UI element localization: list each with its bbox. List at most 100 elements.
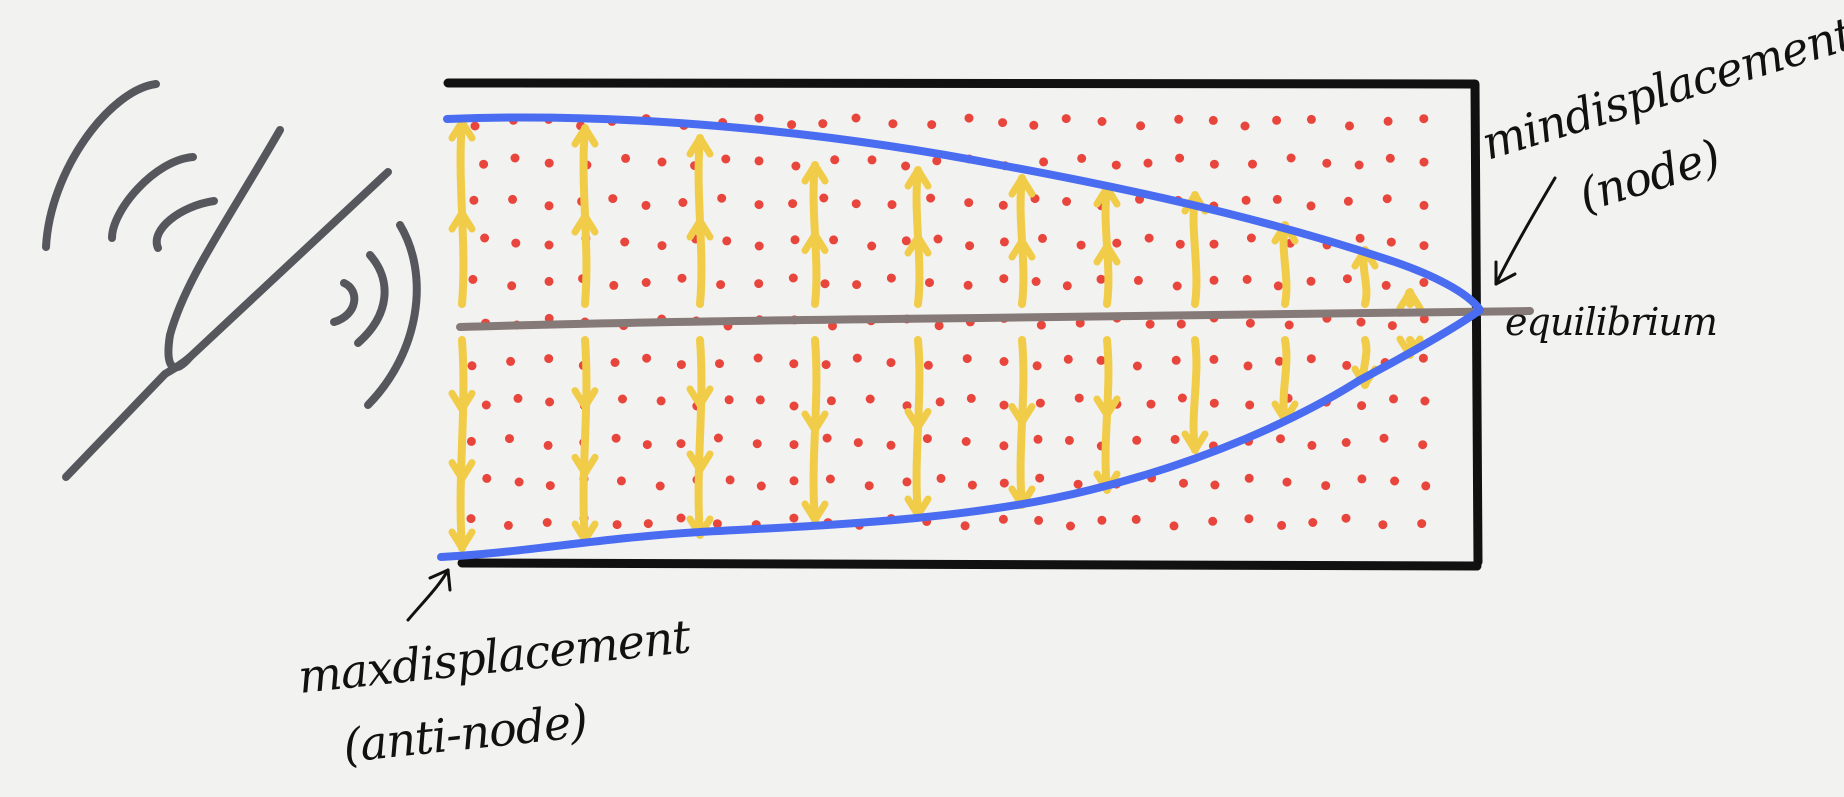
particle-dot bbox=[466, 436, 476, 446]
particle-dot bbox=[722, 236, 732, 246]
particle-dot bbox=[1418, 353, 1428, 363]
particle-dot bbox=[754, 113, 764, 123]
particle-dot bbox=[657, 157, 667, 167]
particle-dot bbox=[1133, 275, 1143, 285]
particle-dot bbox=[468, 274, 478, 284]
particle-dot bbox=[1385, 153, 1395, 163]
equilibrium-label: equilibrium bbox=[1505, 300, 1717, 344]
particle-dot bbox=[886, 440, 896, 450]
particle-dot bbox=[1073, 479, 1083, 489]
particle-dot bbox=[789, 513, 799, 523]
particle-dot bbox=[676, 439, 686, 449]
particle-dot bbox=[717, 193, 727, 203]
displacement-arrow bbox=[1093, 336, 1121, 494]
particle-dot bbox=[676, 360, 686, 370]
particle-dot bbox=[1097, 117, 1107, 126]
displacement-arrow bbox=[1008, 174, 1036, 308]
particle-dot bbox=[677, 273, 687, 283]
particle-dot bbox=[789, 359, 799, 369]
particle-dot bbox=[1277, 520, 1287, 530]
particle-dot bbox=[513, 393, 523, 403]
displacement-arrow bbox=[1271, 336, 1299, 424]
displacement-arrow bbox=[571, 124, 599, 308]
particle-dot bbox=[1097, 515, 1107, 525]
particle-dot bbox=[901, 236, 911, 246]
particle-dot bbox=[676, 513, 686, 523]
tuning-fork-icon bbox=[42, 80, 392, 481]
particle-dot bbox=[1063, 354, 1073, 364]
particle-dot bbox=[756, 481, 766, 491]
particle-dot bbox=[1378, 520, 1388, 530]
particle-dot bbox=[1174, 114, 1184, 124]
particle-dot bbox=[642, 353, 652, 363]
particle-dot bbox=[511, 238, 521, 248]
particle-dot bbox=[1386, 237, 1396, 247]
particle-dot bbox=[655, 481, 665, 491]
particle-dot bbox=[826, 396, 836, 406]
particle-dot bbox=[821, 360, 831, 370]
particle-dot bbox=[1208, 115, 1218, 125]
particle-dot bbox=[1341, 438, 1351, 447]
particle-dot bbox=[960, 521, 970, 531]
particle-dot bbox=[1241, 195, 1251, 205]
particle-dot bbox=[1322, 158, 1332, 168]
displacement-arrow bbox=[448, 118, 476, 308]
particle-dot bbox=[754, 200, 764, 210]
particle-dot bbox=[926, 193, 936, 203]
particle-dot bbox=[999, 400, 1009, 410]
node-annotation: mindisplacement (node) bbox=[1475, 6, 1844, 286]
particle-dot bbox=[609, 280, 619, 290]
particle-dot bbox=[964, 113, 974, 123]
particle-dot bbox=[923, 360, 933, 370]
particle-dot bbox=[1272, 115, 1282, 125]
particle-dot bbox=[542, 518, 552, 527]
particle-dot bbox=[715, 359, 724, 369]
particle-dot bbox=[1061, 114, 1071, 124]
particle-dot bbox=[510, 153, 520, 163]
particle-dot bbox=[1387, 321, 1397, 331]
particle-dot bbox=[1383, 116, 1393, 126]
particle-dot bbox=[1421, 481, 1431, 491]
particle-dot bbox=[818, 119, 828, 129]
particle-dot bbox=[851, 113, 861, 123]
particle-dot bbox=[1035, 398, 1045, 408]
particle-dot bbox=[643, 519, 653, 529]
particle-dot bbox=[1342, 274, 1352, 284]
particle-dot bbox=[543, 440, 553, 450]
particle-dot bbox=[1306, 114, 1316, 124]
particle-dot bbox=[1210, 480, 1220, 490]
particle-dot bbox=[1208, 516, 1218, 526]
particle-dot bbox=[1111, 160, 1121, 170]
particle-dot bbox=[725, 475, 735, 485]
particle-dot bbox=[1209, 275, 1219, 285]
particle-dot bbox=[716, 280, 726, 290]
particle-dot bbox=[1382, 194, 1392, 204]
particle-dot bbox=[830, 155, 840, 165]
particle-dot bbox=[999, 274, 1009, 284]
particle-dot bbox=[1284, 320, 1294, 330]
particle-dot bbox=[1245, 400, 1255, 410]
particle-dot bbox=[1419, 157, 1429, 167]
particle-dot bbox=[621, 153, 631, 163]
displacement-arrows bbox=[448, 118, 1424, 552]
particle-dot bbox=[1381, 280, 1391, 290]
particle-dot bbox=[470, 121, 480, 131]
particle-dot bbox=[999, 478, 1009, 488]
particle-dot bbox=[1286, 153, 1296, 163]
particle-dot bbox=[1169, 521, 1179, 531]
displacement-arrow bbox=[801, 336, 829, 524]
node-label: (node) bbox=[1572, 129, 1725, 223]
particle-dot bbox=[1172, 281, 1182, 291]
particle-dot bbox=[1075, 318, 1085, 328]
particle-dot bbox=[508, 194, 518, 204]
particle-dot bbox=[1033, 434, 1043, 444]
particle-dot bbox=[1242, 274, 1252, 284]
particle-dot bbox=[1076, 240, 1086, 250]
particle-dot bbox=[467, 361, 477, 371]
particle-dot bbox=[544, 158, 554, 168]
particle-dot bbox=[1209, 239, 1219, 249]
particle-dot bbox=[902, 477, 912, 487]
particle-dot bbox=[1032, 361, 1042, 371]
particle-dot bbox=[620, 237, 630, 247]
particle-dot bbox=[754, 279, 764, 289]
